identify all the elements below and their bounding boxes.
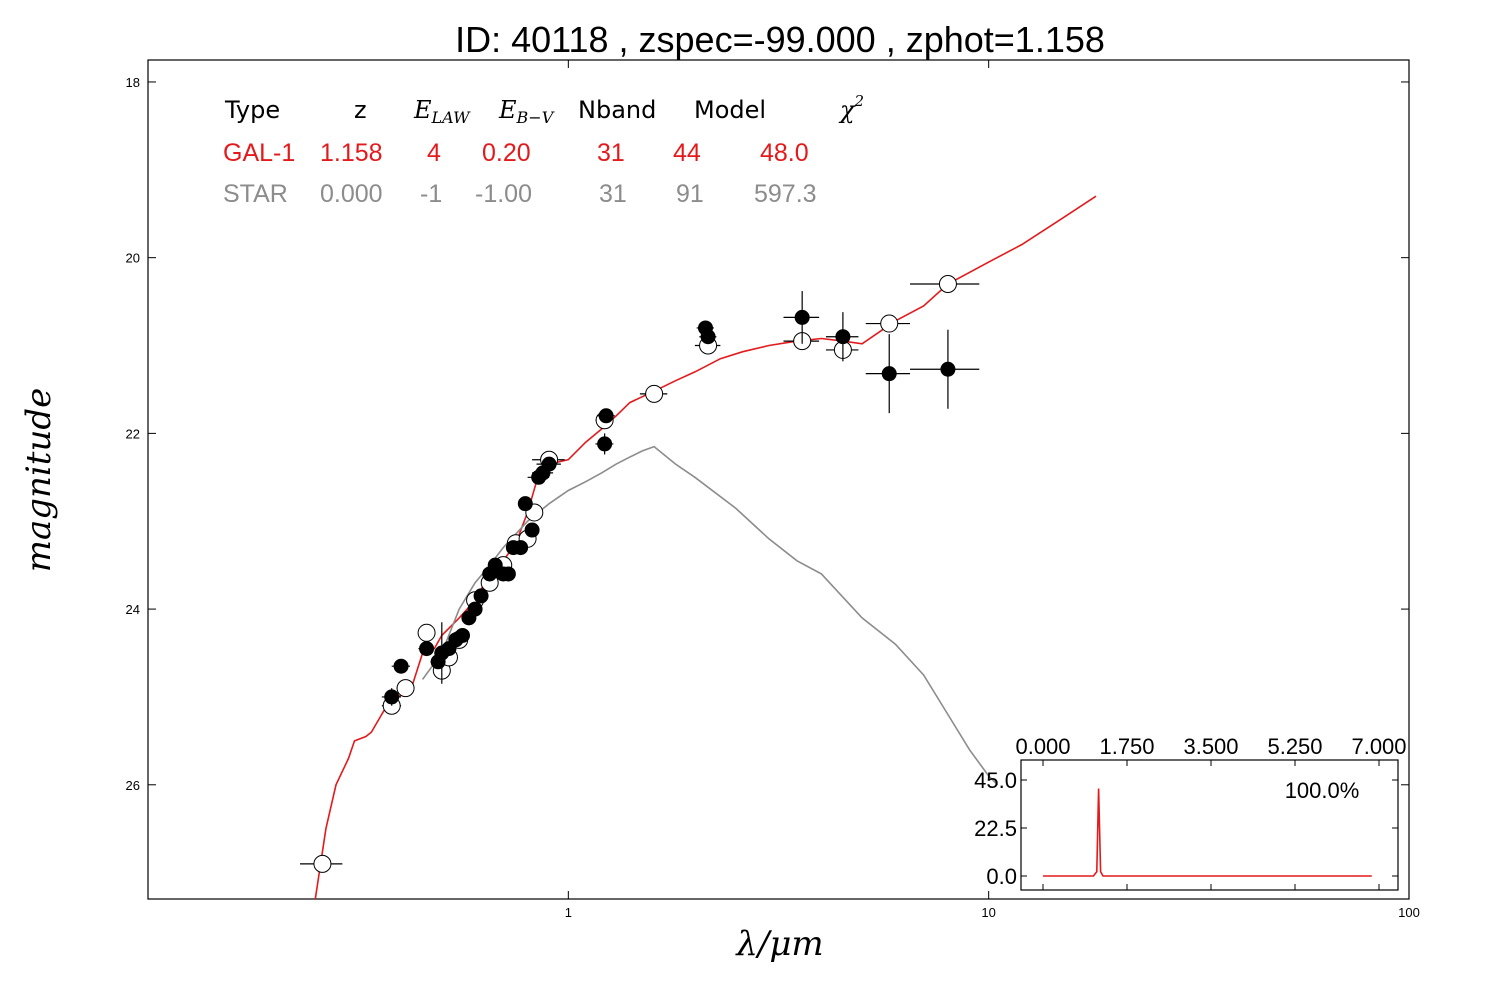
observed-point [835,329,851,345]
observed-point [419,641,435,657]
gal-model: 44 [673,139,701,167]
model-point [880,314,899,333]
chart-title: ID: 40118 , zspec=-99.000 , zphot=1.158 [455,19,1105,60]
model-point [417,623,436,642]
inset-x-tick-label: 1.750 [1099,734,1154,759]
observed-point [940,361,956,377]
observed-point [700,329,716,345]
marker-layer [300,275,980,873]
star-template-line [421,445,999,786]
star-ebv: -1.00 [475,180,532,208]
inset-x-tick-label: 7.000 [1351,734,1406,759]
observed-point [393,658,409,674]
inset-y-tick-label: 0.0 [986,864,1017,889]
observed-point [524,522,540,538]
observed-point [513,540,529,556]
inset-y-tick-label: 45.0 [974,768,1017,793]
inset-x-ticks: 0.000 1.750 3.500 5.250 7.000 [1015,734,1407,890]
star-chi2: 597.3 [754,180,817,208]
observed-point [384,689,400,705]
gal-nband: 31 [597,139,625,167]
y-tick-label: 22 [126,426,140,441]
gal-z: 1.158 [320,139,383,167]
col-ebv: EB−V [498,96,555,127]
inset-x-tick-label: 0.000 [1015,734,1070,759]
observed-point [473,588,489,604]
gal-elaw: 4 [427,139,441,167]
observed-point [454,627,470,643]
col-nband: Nband [578,96,656,124]
star-model: 91 [676,180,704,208]
y-axis-label: magnitude [19,388,59,573]
model-point [313,854,332,873]
inset-pdf-line [1043,788,1372,877]
photoz-pdf-inset: 0.000 1.750 3.500 5.250 7.000 0.0 22.5 45.0 10… [974,734,1407,891]
inset-frame [1020,759,1399,891]
y-tick-label: 24 [126,602,140,617]
observed-point [500,566,516,582]
star-elaw: -1 [420,180,442,208]
inset-x-tick-label: 5.250 [1267,734,1322,759]
inset-y-ticks: 0.0 22.5 45.0 [974,768,1398,889]
x-tick-label: 100 [1398,905,1420,920]
col-elaw: ELAW [413,96,471,127]
model-point [396,679,415,698]
plot-frame [147,59,1410,900]
observed-point [517,496,533,512]
observed-point [597,436,613,452]
x-tick-label: 1 [565,905,572,920]
col-model: Model [694,96,766,124]
gal-ebv: 0.20 [482,139,531,167]
observed-point [881,366,897,382]
col-type: Type [224,96,280,124]
observed-point [598,408,614,424]
x-axis-ticks: 1 10 100 [565,60,1420,920]
series-layer [314,195,1097,899]
inset-annotation: 100.0% [1285,778,1360,803]
y-tick-label: 20 [126,251,140,266]
gal-chi2: 48.0 [760,139,809,167]
observed-point [467,601,483,617]
inset-pdf-polyline [1043,788,1372,877]
model-point [938,275,957,294]
x-tick-label: 10 [981,905,995,920]
inset-y-tick-label: 22.5 [974,816,1017,841]
inset-x-tick-label: 3.500 [1183,734,1238,759]
galaxy-template-line [314,195,1097,899]
y-tick-label: 26 [126,778,140,793]
star-type: STAR [223,180,288,208]
star-z: 0.000 [320,180,383,208]
model-point [645,384,664,403]
observed-point [541,456,557,472]
x-axis-label: λ/μm [734,924,823,964]
y-axis-ticks: 18 20 22 24 26 [126,75,1409,793]
star-nband: 31 [599,180,627,208]
gal-type: GAL-1 [223,139,295,167]
col-z: z [354,96,367,124]
observed-point [794,309,810,325]
col-chi2: χ2 [838,92,864,124]
y-tick-label: 18 [126,75,140,90]
fit-table: Type z ELAW EB−V Nband Model χ2 GAL-1 1.… [223,92,864,208]
